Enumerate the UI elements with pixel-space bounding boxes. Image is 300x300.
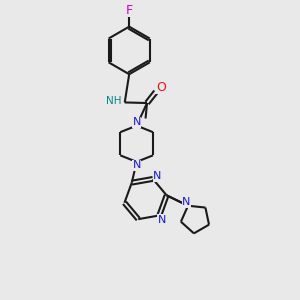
- Text: N: N: [182, 197, 191, 207]
- Text: NH: NH: [106, 96, 121, 106]
- Text: N: N: [132, 117, 141, 127]
- Text: N: N: [132, 160, 141, 170]
- Text: F: F: [126, 4, 133, 17]
- Text: N: N: [182, 197, 191, 207]
- Text: O: O: [156, 81, 166, 94]
- Text: N: N: [153, 171, 161, 181]
- Text: N: N: [158, 215, 166, 225]
